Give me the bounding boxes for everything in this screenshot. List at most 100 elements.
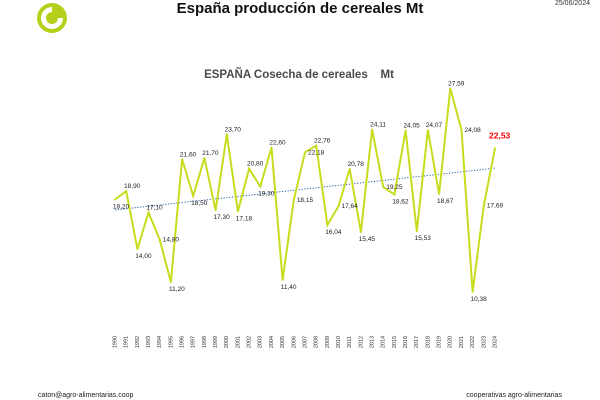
data-label: 18,20 [113, 203, 130, 210]
data-label: 19,30 [258, 190, 275, 197]
x-tick-label: 1992 [135, 336, 141, 348]
x-tick-label: 1993 [146, 336, 152, 348]
data-label: 24,07 [426, 122, 443, 129]
x-tick-label: 1995 [168, 336, 174, 348]
data-label: 18,50 [191, 200, 208, 207]
data-point [114, 198, 116, 201]
data-point [438, 192, 441, 195]
x-tick-label: 2018 [425, 336, 431, 348]
cooperativas-logo-icon [37, 3, 67, 33]
data-label: 11,20 [169, 286, 185, 293]
line-layer [114, 87, 496, 293]
data-point [158, 238, 161, 241]
data-point [382, 186, 385, 189]
x-tick-label: 2024 [492, 336, 498, 348]
data-point [326, 223, 329, 226]
data-label: 20,80 [247, 161, 264, 168]
data-point [259, 185, 262, 188]
data-label: 17,69 [487, 202, 504, 209]
x-tick-label: 2004 [269, 336, 275, 348]
data-point [192, 194, 195, 197]
data-label: 17,18 [236, 216, 253, 223]
data-point [494, 147, 496, 150]
data-label: 15,53 [415, 235, 432, 242]
data-point [449, 87, 452, 90]
x-tick-label: 2001 [235, 336, 241, 348]
data-label: 23,70 [225, 126, 242, 133]
data-label: 16,04 [325, 229, 342, 236]
data-point [203, 157, 206, 160]
data-point [181, 158, 184, 161]
x-tick-label: 1996 [180, 336, 186, 348]
data-point [214, 209, 217, 212]
tick-layer: 1990 1991 1992 1993 1994 1995 1996 1997 1998 1999… [112, 336, 498, 348]
data-point [393, 193, 396, 196]
data-label: 20,78 [348, 161, 365, 168]
footer-org: cooperativas agro-alimentarias [466, 392, 562, 399]
x-tick-label: 2015 [392, 336, 398, 348]
x-tick-label: 1997 [191, 336, 197, 348]
x-tick-label: 1999 [213, 336, 219, 348]
data-label: 18,90 [124, 183, 141, 190]
data-point [371, 128, 374, 131]
data-point [348, 167, 351, 170]
data-label: 17,30 [213, 214, 230, 221]
x-tick-label: 2017 [414, 336, 420, 348]
data-label: 21,70 [202, 150, 219, 157]
data-point [460, 128, 463, 131]
x-tick-label: 2013 [370, 336, 376, 348]
page-title: España producción de cereales Mt [176, 0, 424, 17]
x-tick-label: 2023 [481, 336, 487, 348]
data-point [337, 205, 340, 208]
data-label: 11,40 [281, 284, 297, 291]
data-point [426, 129, 429, 132]
x-tick-label: 2016 [403, 336, 409, 348]
data-label: 24,11 [370, 122, 386, 129]
x-tick-label: 1998 [202, 336, 208, 348]
data-point [248, 167, 251, 170]
data-label: 19,25 [386, 184, 403, 191]
x-tick-label: 2008 [314, 336, 320, 348]
data-label: 27,59 [448, 80, 465, 87]
x-tick-label: 2009 [325, 336, 331, 348]
data-label: 24,08 [464, 127, 481, 134]
data-label: 15,45 [359, 236, 376, 243]
x-tick-label: 2019 [437, 336, 443, 348]
data-label: 21,60 [180, 151, 197, 158]
data-point [270, 146, 273, 149]
data-point [304, 151, 306, 154]
data-label: 18,15 [297, 197, 314, 204]
data-label: 22,18 [308, 149, 325, 156]
data-point [404, 129, 407, 132]
x-tick-label: 2011 [347, 336, 353, 348]
x-tick-label: 2014 [381, 336, 387, 348]
data-label: 22,60 [269, 139, 286, 146]
data-label: 17,64 [342, 203, 359, 210]
data-point [147, 211, 150, 214]
data-point [415, 230, 418, 233]
data-label: 18,62 [392, 198, 409, 205]
trend-line [114, 167, 496, 211]
x-tick-label: 2021 [459, 336, 465, 348]
data-point [482, 204, 485, 207]
data-label: 14,00 [135, 253, 152, 260]
data-point [281, 278, 284, 281]
data-label: 17,10 [146, 204, 163, 211]
data-point [225, 133, 228, 136]
x-tick-label: 2020 [448, 336, 454, 348]
label-layer: 18,20 18,90 14,00 17,10 14,80 11,20 21,60 18,50… [113, 80, 511, 302]
data-point [359, 230, 362, 233]
x-tick-label: 2012 [358, 336, 364, 348]
x-tick-label: 2002 [247, 336, 253, 348]
data-label: 22,76 [314, 138, 331, 145]
data-point [315, 144, 318, 147]
data-label: 18,67 [437, 198, 454, 205]
data-point [125, 190, 128, 193]
data-point [169, 281, 172, 284]
x-tick-label: 2010 [336, 336, 342, 348]
series-line [114, 88, 496, 293]
x-tick-label: 1990 [112, 336, 118, 348]
data-label: 24,05 [403, 122, 420, 129]
x-tick-label: 1994 [157, 336, 163, 348]
